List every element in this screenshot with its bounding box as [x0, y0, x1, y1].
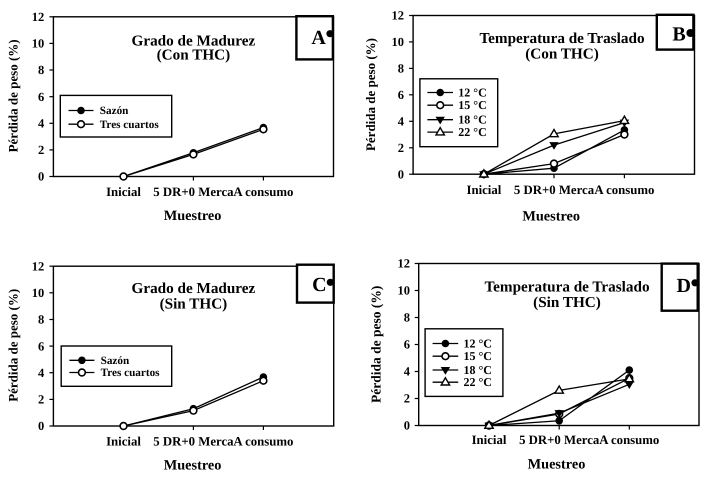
svg-text:18 °C: 18 °C [464, 363, 492, 377]
svg-text:8: 8 [398, 62, 404, 76]
svg-text:12: 12 [398, 257, 411, 271]
svg-text:Muestreo: Muestreo [528, 456, 586, 472]
svg-text:A consumo: A consumo [233, 434, 293, 448]
svg-text:8: 8 [38, 63, 44, 77]
svg-text:2: 2 [404, 392, 410, 406]
svg-text:Inicial: Inicial [466, 183, 501, 197]
svg-text:22 °C: 22 °C [464, 375, 492, 389]
svg-text:12: 12 [32, 259, 45, 273]
svg-text:(Sin THC): (Sin THC) [533, 294, 601, 311]
svg-text:Pérdida de peso (%): Pérdida de peso (%) [368, 286, 383, 403]
svg-text:B: B [672, 24, 685, 46]
svg-text:Pérdida de peso (%): Pérdida de peso (%) [5, 39, 20, 152]
svg-text:5 DR+0 Merca: 5 DR+0 Merca [519, 433, 600, 447]
svg-text:4: 4 [404, 365, 411, 379]
svg-text:Inicial: Inicial [106, 434, 141, 448]
svg-text:6: 6 [38, 339, 44, 353]
svg-text:5 DR+0 Merca: 5 DR+0 Merca [153, 185, 234, 199]
svg-text:22 °C: 22 °C [458, 125, 486, 139]
svg-text:(Con THC): (Con THC) [157, 46, 231, 63]
svg-text:Inicial: Inicial [106, 185, 141, 199]
svg-text:2: 2 [38, 393, 44, 407]
svg-text:Tres cuartos: Tres cuartos [100, 119, 160, 131]
svg-text:6: 6 [38, 90, 44, 104]
svg-text:12 °C: 12 °C [458, 86, 486, 100]
svg-text:10: 10 [398, 284, 411, 298]
svg-text:10: 10 [32, 286, 45, 300]
svg-text:(Con THC): (Con THC) [525, 46, 599, 63]
svg-text:D: D [676, 275, 690, 297]
svg-text:2: 2 [398, 141, 404, 155]
svg-text:Muestreo: Muestreo [164, 457, 222, 473]
svg-text:0: 0 [404, 419, 410, 433]
svg-text:Temperatura de Traslado: Temperatura de Traslado [479, 30, 645, 47]
svg-text:Sazón: Sazón [101, 355, 130, 367]
svg-text:Sazón: Sazón [100, 105, 129, 117]
svg-text:10: 10 [32, 37, 45, 51]
svg-text:5 DR+0 Merca: 5 DR+0 Merca [153, 434, 234, 448]
svg-text:0: 0 [38, 170, 44, 184]
svg-text:12 °C: 12 °C [464, 337, 492, 351]
svg-text:Pérdida de peso (%): Pérdida de peso (%) [5, 289, 20, 402]
svg-text:Temperatura de Traslado: Temperatura de Traslado [484, 279, 650, 296]
svg-text:Muestreo: Muestreo [522, 209, 580, 225]
svg-text:12: 12 [392, 9, 405, 23]
svg-text:A consumo: A consumo [233, 185, 293, 199]
svg-text:0: 0 [398, 167, 404, 181]
svg-text:4: 4 [398, 115, 405, 129]
svg-text:C: C [312, 274, 326, 296]
svg-text:Tres cuartos: Tres cuartos [101, 367, 161, 379]
svg-text:6: 6 [404, 338, 410, 352]
svg-text:Grado de Madurez: Grado de Madurez [132, 32, 256, 49]
svg-text:Muestreo: Muestreo [164, 208, 222, 224]
svg-text:2: 2 [38, 143, 44, 157]
svg-text:8: 8 [404, 311, 410, 325]
svg-text:4: 4 [38, 366, 45, 380]
svg-text:Pérdida de peso (%): Pérdida de peso (%) [363, 38, 378, 151]
svg-text:18 °C: 18 °C [458, 113, 486, 127]
svg-text:15 °C: 15 °C [464, 349, 492, 363]
svg-text:A consumo: A consumo [594, 183, 654, 197]
svg-text:Inicial: Inicial [472, 433, 507, 447]
svg-text:(Sin THC): (Sin THC) [160, 296, 228, 313]
svg-text:8: 8 [38, 313, 44, 327]
svg-text:5 DR+0 Merca: 5 DR+0 Merca [514, 183, 595, 197]
svg-text:4: 4 [38, 117, 45, 131]
svg-text:A: A [311, 27, 326, 49]
svg-text:Grado de Madurez: Grado de Madurez [132, 280, 256, 297]
svg-text:6: 6 [398, 88, 404, 102]
svg-text:15 °C: 15 °C [458, 98, 486, 112]
svg-text:12: 12 [32, 10, 45, 24]
svg-text:10: 10 [392, 35, 405, 49]
svg-text:A consumo: A consumo [599, 433, 659, 447]
svg-text:0: 0 [38, 419, 44, 433]
